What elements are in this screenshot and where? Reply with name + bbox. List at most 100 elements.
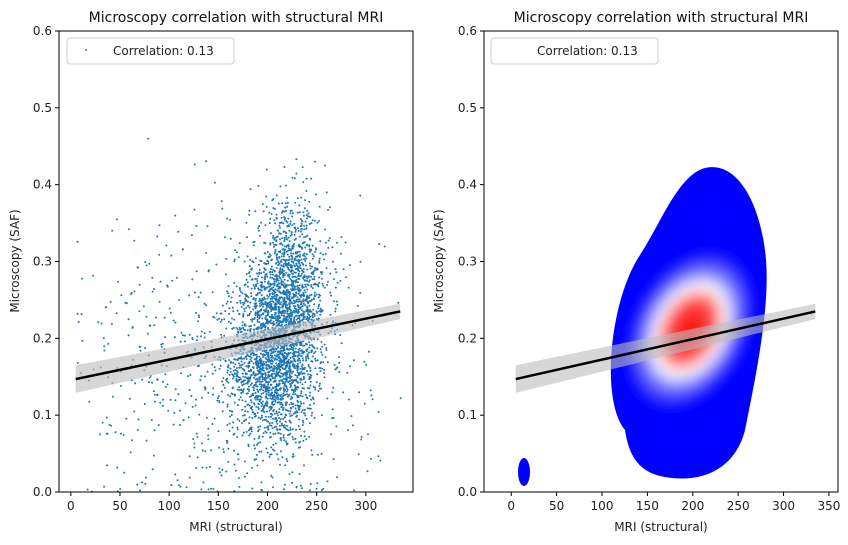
scatter-point <box>291 356 294 359</box>
scatter-point <box>274 374 277 377</box>
scatter-point <box>138 283 141 286</box>
scatter-point <box>285 236 287 239</box>
scatter-point <box>253 302 256 305</box>
scatter-point <box>262 360 265 363</box>
scatter-point <box>260 299 262 302</box>
scatter-point <box>194 404 197 407</box>
scatter-point <box>180 331 183 334</box>
scatter-point <box>286 355 289 358</box>
scatter-point <box>266 322 269 325</box>
scatter-point <box>233 393 236 396</box>
scatter-point <box>269 360 272 363</box>
scatter-point <box>308 200 311 203</box>
scatter-point <box>264 316 267 319</box>
scatter-point <box>277 264 280 266</box>
scatter-point <box>353 489 356 492</box>
scatter-point <box>144 482 147 485</box>
scatter-point <box>241 372 244 375</box>
scatter-point <box>190 395 193 397</box>
scatter-point <box>283 250 286 252</box>
scatter-point <box>276 429 279 432</box>
scatter-point <box>314 350 317 353</box>
scatter-point <box>251 487 254 490</box>
scatter-point <box>223 386 226 389</box>
scatter-point <box>238 294 241 297</box>
scatter-point <box>265 168 268 171</box>
scatter-point <box>300 309 303 312</box>
scatter-point <box>318 257 321 260</box>
scatter-point <box>325 349 328 351</box>
scatter-point <box>271 199 274 202</box>
scatter-point <box>283 236 286 239</box>
scatter-point <box>300 390 303 393</box>
scatter-point <box>319 252 322 255</box>
scatter-point <box>271 273 274 276</box>
scatter-point <box>256 282 259 285</box>
scatter-point <box>311 453 314 456</box>
scatter-point <box>301 357 304 360</box>
scatter-point <box>247 377 250 380</box>
scatter-point <box>316 373 319 376</box>
scatter-point <box>238 326 241 329</box>
scatter-point <box>321 345 324 348</box>
scatter-point <box>256 367 258 369</box>
scatter-point <box>267 301 269 304</box>
regression-group <box>75 303 401 393</box>
scatter-point <box>267 415 270 418</box>
scatter-point <box>287 380 290 383</box>
scatter-point <box>273 365 276 368</box>
scatter-point <box>301 395 304 398</box>
scatter-point <box>305 355 307 358</box>
scatter-point <box>265 358 268 361</box>
scatter-point <box>310 177 313 180</box>
scatter-point <box>295 255 297 258</box>
scatter-point <box>167 409 170 412</box>
scatter-point <box>239 328 242 331</box>
scatter-point <box>299 359 302 362</box>
scatter-point <box>181 334 184 337</box>
scatter-point <box>289 311 292 314</box>
scatter-point <box>279 388 282 391</box>
scatter-point <box>258 326 261 329</box>
scatter-point <box>260 309 263 312</box>
scatter-point <box>273 354 276 357</box>
scatter-point <box>254 307 257 310</box>
scatter-point <box>277 315 279 318</box>
scatter-point <box>188 294 191 297</box>
scatter-point <box>243 357 246 360</box>
scatter-point <box>314 160 317 163</box>
scatter-point <box>306 277 309 280</box>
scatter-point <box>262 313 264 316</box>
scatter-point <box>262 406 265 408</box>
scatter-point <box>284 305 287 308</box>
scatter-point <box>336 476 338 479</box>
scatter-point <box>231 327 234 330</box>
scatter-point <box>174 214 177 217</box>
scatter-point <box>299 361 302 364</box>
scatter-point <box>166 383 169 386</box>
scatter-point <box>283 230 286 233</box>
scatter-point <box>267 295 270 298</box>
scatter-point <box>171 279 174 282</box>
scatter-point <box>302 298 305 301</box>
scatter-point <box>253 287 256 290</box>
scatter-point <box>201 449 204 452</box>
scatter-point <box>240 366 242 369</box>
scatter-point <box>222 451 225 453</box>
scatter-point <box>289 249 292 252</box>
scatter-point <box>294 305 297 308</box>
scatter-point <box>284 301 287 303</box>
scatter-point <box>236 359 239 361</box>
scatter-point <box>338 361 341 364</box>
scatter-point <box>309 391 312 394</box>
scatter-point <box>258 428 261 431</box>
scatter-point <box>247 296 250 299</box>
scatter-point <box>271 271 274 274</box>
scatter-point <box>270 365 273 368</box>
scatter-point <box>280 397 283 400</box>
scatter-point <box>188 333 191 336</box>
scatter-point <box>248 209 251 212</box>
scatter-point <box>289 209 292 212</box>
scatter-point <box>236 309 239 312</box>
scatter-point <box>222 384 225 386</box>
